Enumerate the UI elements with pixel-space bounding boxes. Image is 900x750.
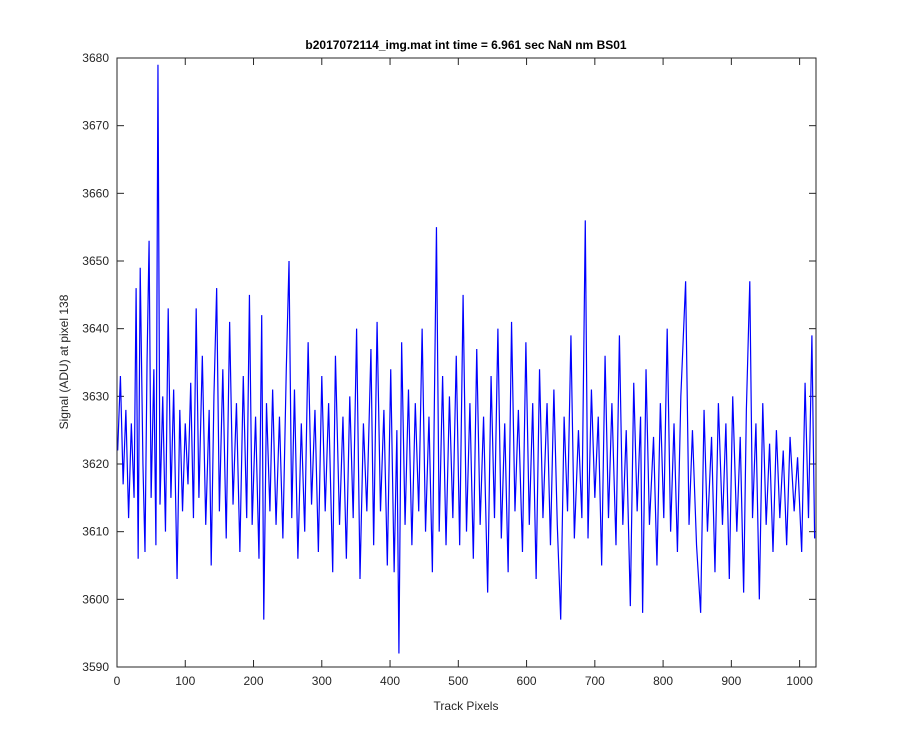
y-tick-label: 3660 (82, 186, 109, 200)
y-tick-label: 3630 (82, 389, 109, 403)
y-tick-label: 3590 (82, 660, 109, 674)
x-tick-label: 0 (114, 674, 121, 688)
x-tick-label: 800 (653, 674, 673, 688)
chart-title: b2017072114_img.mat int time = 6.961 sec… (305, 38, 627, 52)
y-tick-label: 3670 (82, 119, 109, 133)
x-tick-label: 500 (448, 674, 468, 688)
x-tick-label: 600 (517, 674, 537, 688)
y-tick-label: 3600 (82, 592, 109, 606)
x-tick-label: 1000 (786, 674, 813, 688)
plot-frame (116, 57, 817, 668)
x-tick-label: 200 (244, 674, 264, 688)
x-tick-label: 700 (585, 674, 605, 688)
x-tick-label: 300 (312, 674, 332, 688)
y-tick-label: 3610 (82, 525, 109, 539)
y-tick-label: 3680 (82, 51, 109, 65)
y-axis-label: Signal (ADU) at pixel 138 (57, 294, 71, 429)
x-tick-label: 100 (175, 674, 195, 688)
x-tick-label: 900 (721, 674, 741, 688)
y-tick-label: 3620 (82, 457, 109, 471)
x-axis-label: Track Pixels (434, 699, 499, 713)
y-tick-label: 3650 (82, 254, 109, 268)
data-line (117, 64, 816, 654)
y-tick-label: 3640 (82, 322, 109, 336)
x-tick-label: 400 (380, 674, 400, 688)
